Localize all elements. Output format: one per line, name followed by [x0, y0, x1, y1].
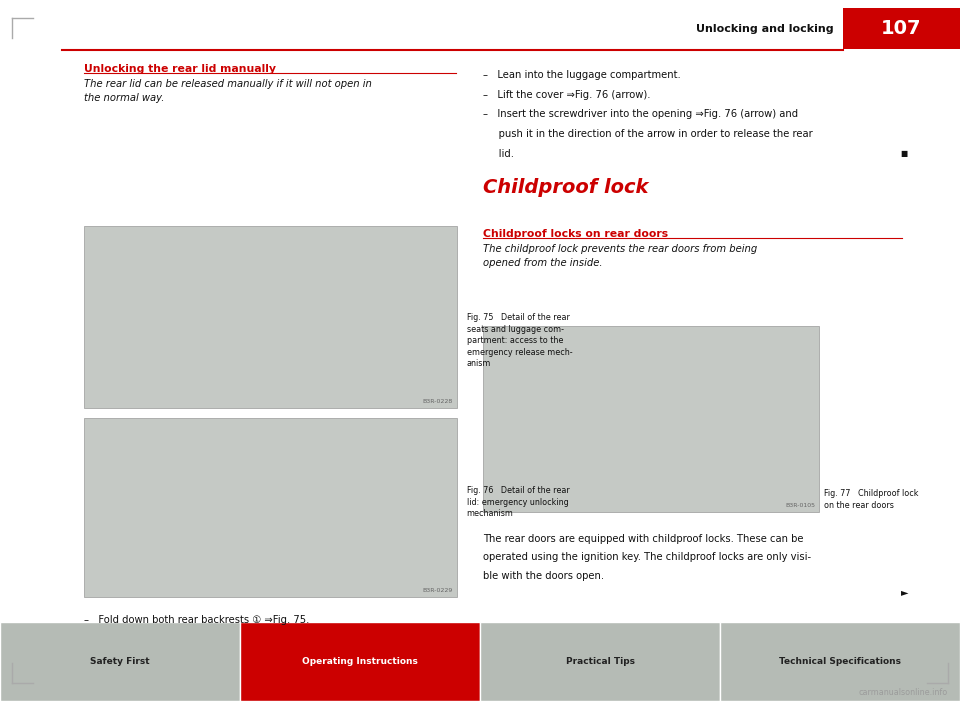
Text: Practical Tips: Practical Tips [565, 658, 635, 666]
Text: ■: ■ [900, 149, 908, 158]
Text: ble with the doors open.: ble with the doors open. [483, 571, 604, 580]
Bar [480, 622, 720, 701]
Text: The childproof lock prevents the rear doors from being
opened from the inside.: The childproof lock prevents the rear do… [483, 244, 757, 268]
Bar [0, 622, 240, 701]
Bar [483, 326, 819, 512]
Text: The rear doors are equipped with childproof locks. These can be: The rear doors are equipped with childpr… [483, 534, 804, 544]
Text: lid.: lid. [483, 149, 514, 158]
Text: ►: ► [900, 587, 908, 597]
Bar [720, 622, 960, 701]
Bar [240, 622, 480, 701]
Text: B3R-0229: B3R-0229 [422, 588, 453, 593]
Text: carmanualsonline.info: carmanualsonline.info [858, 688, 948, 697]
Text: Safety First: Safety First [90, 658, 150, 666]
Text: Fig. 76   Detail of the rear
lid: emergency unlocking
mechanism: Fig. 76 Detail of the rear lid: emergenc… [467, 486, 569, 518]
Bar [84, 418, 457, 597]
Text: B3R-0228: B3R-0228 [422, 399, 453, 404]
Text: B3R-0105: B3R-0105 [785, 503, 815, 508]
Text: –   Lift the cover ⇒Fig. 76 (arrow).: – Lift the cover ⇒Fig. 76 (arrow). [483, 90, 650, 100]
Text: Fig. 77   Childproof lock
on the rear doors: Fig. 77 Childproof lock on the rear door… [824, 489, 918, 510]
Text: 107: 107 [881, 19, 922, 39]
Bar [843, 8, 960, 49]
Text: –   Fold down both rear backrests ① ⇒Fig. 75.: – Fold down both rear backrests ① ⇒Fig. … [84, 615, 310, 625]
Text: Operating Instructions: Operating Instructions [302, 658, 418, 666]
Bar [84, 226, 457, 408]
Text: Fig. 75   Detail of the rear
seats and luggage com-
partment: access to the
emer: Fig. 75 Detail of the rear seats and lug… [467, 313, 572, 368]
Text: Unlocking and locking: Unlocking and locking [696, 24, 833, 34]
Text: The rear lid can be released manually if it will not open in
the normal way.: The rear lid can be released manually if… [84, 79, 372, 102]
Text: Unlocking the rear lid manually: Unlocking the rear lid manually [84, 64, 276, 74]
Text: Childproof lock: Childproof lock [483, 178, 648, 197]
Text: Technical Specifications: Technical Specifications [779, 658, 901, 666]
Text: –   Lean into the luggage compartment.: – Lean into the luggage compartment. [483, 70, 681, 80]
Text: –   Insert the screwdriver into the opening ⇒Fig. 76 (arrow) and: – Insert the screwdriver into the openin… [483, 109, 798, 119]
Text: push it in the direction of the arrow in order to release the rear: push it in the direction of the arrow in… [483, 129, 812, 139]
Text: operated using the ignition key. The childproof locks are only visi-: operated using the ignition key. The chi… [483, 552, 811, 562]
Text: Childproof locks on rear doors: Childproof locks on rear doors [483, 229, 668, 238]
